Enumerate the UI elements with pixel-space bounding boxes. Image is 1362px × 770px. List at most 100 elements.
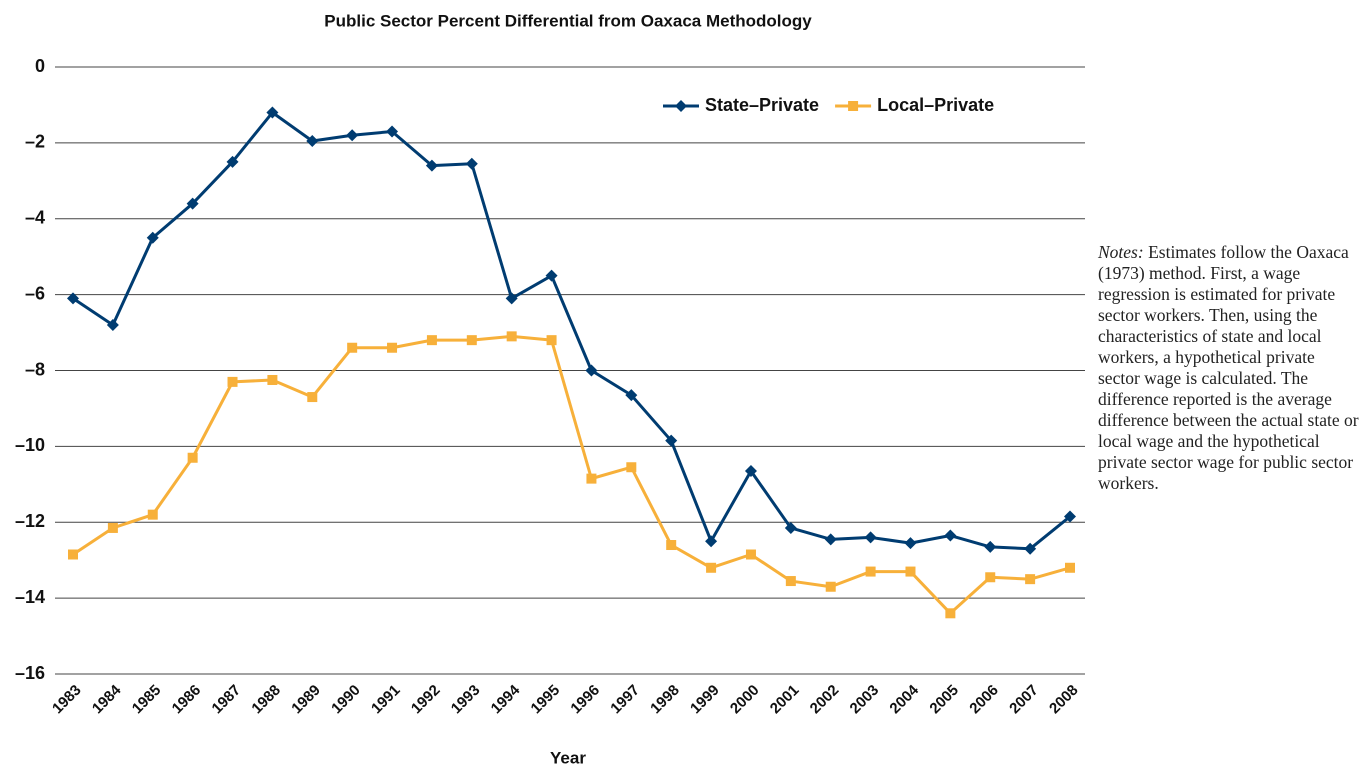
data-point bbox=[744, 465, 757, 478]
data-point bbox=[945, 608, 956, 619]
y-tick-label: –16 bbox=[15, 663, 45, 683]
data-point bbox=[1064, 510, 1076, 523]
legend-label: Local–Private bbox=[877, 95, 994, 115]
series-line bbox=[72, 111, 1071, 551]
x-tick-label: 1988 bbox=[248, 682, 284, 718]
data-point bbox=[347, 342, 358, 353]
y-tick-label: –14 bbox=[15, 587, 45, 607]
data-point bbox=[848, 101, 859, 111]
x-tick-label: 1987 bbox=[209, 682, 245, 718]
data-point bbox=[266, 106, 279, 119]
data-point bbox=[386, 125, 399, 138]
data-point bbox=[675, 100, 687, 112]
data-point bbox=[1024, 542, 1037, 555]
data-point bbox=[346, 129, 359, 142]
x-tick-label: 2004 bbox=[886, 681, 922, 717]
data-point bbox=[745, 549, 756, 560]
x-tick-label: 1986 bbox=[169, 682, 205, 718]
y-tick-label: –8 bbox=[25, 359, 45, 379]
data-point bbox=[665, 434, 678, 447]
x-tick-label: 2003 bbox=[847, 682, 883, 718]
series-line bbox=[72, 334, 1071, 615]
legend-label: State–Private bbox=[705, 95, 819, 115]
data-point bbox=[307, 392, 318, 403]
data-point bbox=[67, 292, 79, 305]
data-point bbox=[146, 231, 159, 244]
data-point bbox=[466, 335, 477, 346]
data-point bbox=[784, 521, 797, 534]
data-point bbox=[546, 335, 557, 346]
x-tick-label: 1990 bbox=[328, 682, 364, 718]
data-point bbox=[426, 335, 437, 346]
data-point bbox=[585, 364, 598, 377]
data-point bbox=[106, 318, 119, 331]
y-tick-label: 0 bbox=[35, 56, 45, 76]
x-tick-label: 2000 bbox=[727, 682, 763, 718]
y-tick-label: –4 bbox=[25, 208, 45, 228]
data-point bbox=[107, 522, 118, 533]
x-tick-label: 1991 bbox=[368, 682, 404, 718]
data-point bbox=[785, 576, 796, 587]
x-tick-label: 2002 bbox=[807, 682, 843, 718]
x-tick-label: 1985 bbox=[129, 682, 165, 718]
y-tick-label: –6 bbox=[25, 283, 45, 303]
y-tick-label: –2 bbox=[25, 132, 45, 152]
data-point bbox=[904, 537, 917, 550]
data-point bbox=[824, 533, 837, 546]
data-point bbox=[625, 389, 638, 402]
data-point bbox=[984, 540, 997, 553]
x-tick-label: 1994 bbox=[488, 681, 524, 717]
data-point bbox=[825, 581, 836, 592]
x-axis-label: Year bbox=[550, 748, 586, 767]
data-point bbox=[506, 331, 517, 342]
data-point bbox=[865, 566, 876, 577]
data-point bbox=[705, 535, 718, 548]
x-tick-label: 1996 bbox=[567, 682, 603, 718]
chart-title: Public Sector Percent Differential from … bbox=[324, 11, 812, 30]
notes: Notes: Estimates follow the Oaxaca (1973… bbox=[1098, 242, 1360, 494]
data-point bbox=[586, 473, 597, 484]
data-point bbox=[425, 159, 438, 172]
data-point bbox=[306, 134, 319, 147]
y-tick-label: –10 bbox=[15, 435, 45, 455]
x-tick-label: 1989 bbox=[288, 682, 324, 718]
data-point bbox=[186, 197, 199, 210]
notes-label: Notes: bbox=[1098, 242, 1144, 262]
x-tick-label: 2008 bbox=[1046, 682, 1082, 718]
y-tick-label: –12 bbox=[15, 511, 45, 531]
data-point bbox=[905, 566, 916, 577]
data-point bbox=[147, 509, 158, 520]
data-point bbox=[985, 572, 996, 583]
data-point bbox=[465, 157, 478, 170]
data-point bbox=[68, 549, 78, 560]
data-point bbox=[505, 292, 518, 305]
x-tick-label: 2005 bbox=[926, 682, 962, 718]
data-point bbox=[267, 374, 278, 385]
x-tick-label: 1995 bbox=[528, 682, 564, 718]
data-point bbox=[626, 462, 637, 473]
x-tick-label: 1997 bbox=[607, 682, 643, 718]
data-point bbox=[1025, 574, 1036, 585]
x-tick-label: 1993 bbox=[448, 682, 484, 718]
x-tick-label: 2007 bbox=[1006, 682, 1042, 718]
data-point bbox=[944, 529, 957, 542]
x-tick-label: 1999 bbox=[687, 682, 723, 718]
x-tick-label: 2006 bbox=[966, 682, 1002, 718]
x-tick-label: 2001 bbox=[767, 682, 803, 718]
data-point bbox=[227, 376, 238, 387]
data-point bbox=[226, 155, 239, 168]
notes-text: Estimates follow the Oaxaca (1973) metho… bbox=[1098, 242, 1359, 493]
data-point bbox=[545, 269, 558, 282]
data-point bbox=[187, 452, 198, 463]
data-point bbox=[666, 540, 677, 551]
x-tick-label: 1984 bbox=[89, 681, 125, 717]
data-point bbox=[864, 531, 877, 544]
x-tick-label: 1998 bbox=[647, 682, 683, 718]
data-point bbox=[706, 562, 717, 573]
x-tick-label: 1992 bbox=[408, 682, 444, 718]
data-point bbox=[387, 342, 398, 353]
data-point bbox=[1065, 562, 1075, 573]
x-tick-label: 1983 bbox=[49, 682, 85, 718]
